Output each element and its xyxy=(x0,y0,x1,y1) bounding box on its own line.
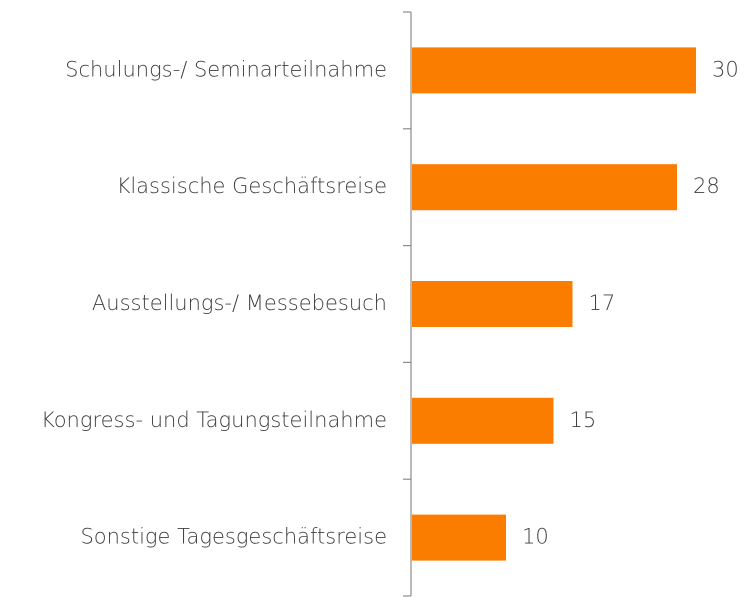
value-label: 17 xyxy=(589,291,616,315)
category-label: Schulungs-/ Seminarteilnahme xyxy=(65,57,387,81)
value-label: 28 xyxy=(693,174,720,198)
category-label: Ausstellungs-/ Messebesuch xyxy=(92,291,387,315)
bar xyxy=(412,514,506,561)
category-label: Klassische Geschäftsreise xyxy=(117,174,387,198)
bar xyxy=(412,164,677,211)
value-label: 30 xyxy=(712,57,739,81)
value-label: 15 xyxy=(570,408,597,432)
bar xyxy=(412,47,696,94)
bar xyxy=(412,397,554,444)
category-label: Kongress- und Tagungsteilnahme xyxy=(41,408,387,432)
value-label: 10 xyxy=(522,525,549,549)
category-label: Sonstige Tagesgeschäftsreise xyxy=(80,525,387,549)
bar xyxy=(412,281,573,327)
